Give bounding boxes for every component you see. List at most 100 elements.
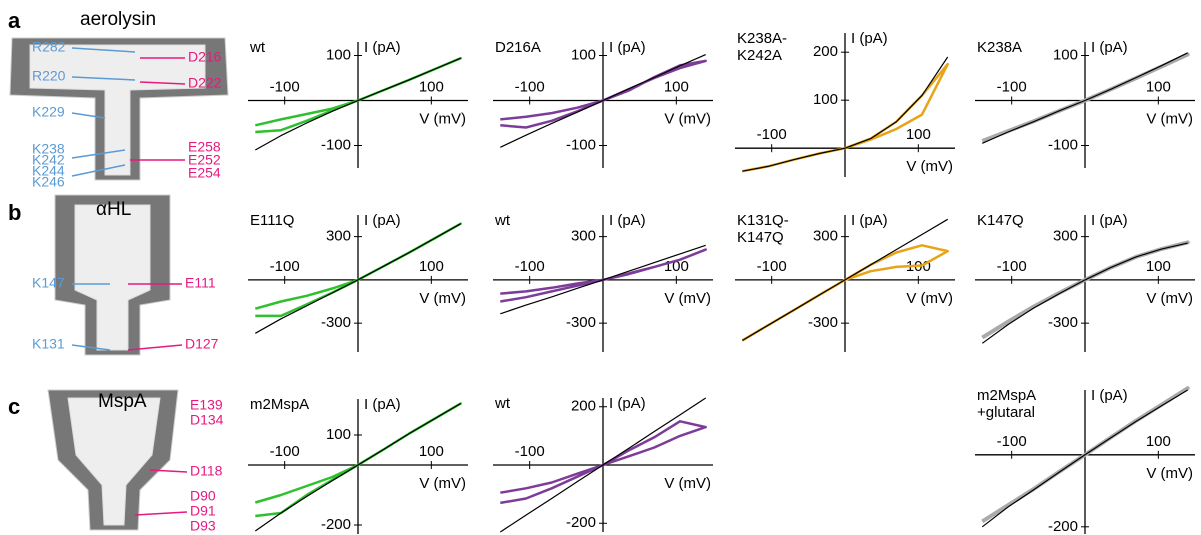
- y-tick-label: 300: [813, 228, 838, 245]
- x-axis-label: V (mV): [1146, 110, 1193, 127]
- y-tick-label: 100: [326, 426, 351, 443]
- x-tick-label: 100: [419, 78, 444, 95]
- residue-label: K147: [32, 275, 65, 291]
- x-tick-label: -100: [515, 443, 545, 460]
- figure: a aerolysin R282 R220 K229 K238 K242 K24…: [0, 0, 1201, 535]
- residue-label: D90: [190, 488, 216, 504]
- residue-label: E111: [185, 275, 216, 291]
- residue-label: E254: [188, 165, 221, 181]
- y-tick-label: 300: [326, 228, 351, 245]
- y-axis-label: I (pA): [1091, 39, 1128, 56]
- y-axis-label: I (pA): [364, 212, 401, 229]
- y-tick-label: 200: [813, 43, 838, 60]
- panel-letter: b: [8, 200, 21, 225]
- y-axis-label: I (pA): [364, 396, 401, 413]
- x-tick-label: -100: [757, 258, 787, 275]
- residue-label: D93: [190, 518, 216, 534]
- panel-title: K147Q: [737, 229, 784, 246]
- x-axis-label: V (mV): [906, 290, 953, 307]
- y-tick-label: 300: [571, 228, 596, 245]
- x-tick-label: -100: [997, 78, 1027, 95]
- residue-label: D216: [188, 49, 222, 65]
- panel-title: wt: [249, 39, 266, 56]
- y-tick-label: 100: [326, 46, 351, 63]
- residue-label: D91: [190, 503, 216, 519]
- panel-title: +glutaral: [977, 404, 1035, 421]
- y-axis-label: I (pA): [851, 212, 888, 229]
- y-tick-label: -200: [1048, 518, 1078, 535]
- x-axis-label: V (mV): [664, 110, 711, 127]
- panel-letter: c: [8, 394, 20, 419]
- panel-title: K147Q: [977, 212, 1024, 229]
- x-tick-label: 100: [1146, 258, 1171, 275]
- x-tick-label: -100: [757, 126, 787, 143]
- y-tick-label: -300: [808, 314, 838, 331]
- y-tick-label: 300: [1053, 228, 1078, 245]
- x-axis-label: V (mV): [906, 158, 953, 175]
- x-axis-label: V (mV): [419, 110, 466, 127]
- x-tick-label: -100: [270, 258, 300, 275]
- x-tick-label: 100: [906, 126, 931, 143]
- y-tick-label: -200: [566, 514, 596, 531]
- residue-label: E139: [190, 397, 223, 413]
- x-axis-label: V (mV): [1146, 290, 1193, 307]
- y-axis-label: I (pA): [1091, 212, 1128, 229]
- x-axis-label: V (mV): [664, 290, 711, 307]
- x-axis-label: V (mV): [419, 475, 466, 492]
- protein-name: αHL: [96, 199, 131, 220]
- residue-label: K246: [32, 174, 65, 190]
- residue-label: D134: [190, 412, 224, 428]
- panel-letter: a: [8, 8, 21, 33]
- y-axis-label: I (pA): [851, 30, 888, 47]
- panel-title: K238A: [977, 39, 1022, 56]
- panel-title: wt: [494, 212, 511, 229]
- y-axis-label: I (pA): [609, 39, 646, 56]
- y-tick-label: 100: [571, 46, 596, 63]
- x-tick-label: -100: [997, 258, 1027, 275]
- panel-title: K238A-: [737, 30, 787, 47]
- x-axis-label: V (mV): [664, 475, 711, 492]
- residue-label: K229: [32, 104, 65, 120]
- residue-label: D127: [185, 336, 219, 352]
- y-tick-label: -100: [1048, 136, 1078, 153]
- x-tick-label: 100: [664, 78, 689, 95]
- protein-name: MspA: [98, 391, 147, 412]
- y-tick-label: -100: [566, 136, 596, 153]
- residue-label: K131: [32, 336, 65, 352]
- y-tick-label: 100: [1053, 46, 1078, 63]
- y-axis-label: I (pA): [1091, 387, 1128, 404]
- protein-name: aerolysin: [80, 9, 156, 30]
- residue-label: R220: [32, 68, 66, 84]
- x-tick-label: -100: [515, 258, 545, 275]
- x-tick-label: -100: [515, 78, 545, 95]
- y-tick-label: -300: [321, 314, 351, 331]
- x-tick-label: -100: [270, 443, 300, 460]
- mspa-lumen: [68, 398, 160, 525]
- y-tick-label: 100: [813, 91, 838, 108]
- panel-title: K242A: [737, 47, 782, 64]
- panel-title: K131Q-: [737, 212, 789, 229]
- x-tick-label: -100: [270, 78, 300, 95]
- y-tick-label: -300: [566, 314, 596, 331]
- residue-label: D222: [188, 75, 222, 91]
- panel-title: m2MspA: [977, 387, 1036, 404]
- panel-title: m2MspA: [250, 396, 309, 413]
- x-axis-label: V (mV): [1146, 465, 1193, 482]
- y-axis-label: I (pA): [609, 212, 646, 229]
- y-tick-label: -300: [1048, 314, 1078, 331]
- x-tick-label: 100: [419, 443, 444, 460]
- residue-label: D118: [190, 463, 223, 479]
- residue-label: R282: [32, 39, 66, 55]
- x-tick-label: -100: [997, 433, 1027, 450]
- x-tick-label: 100: [1146, 433, 1171, 450]
- y-tick-label: 200: [571, 398, 596, 415]
- panel-title: D216A: [495, 39, 541, 56]
- y-tick-label: -200: [321, 516, 351, 533]
- y-axis-label: I (pA): [364, 39, 401, 56]
- arrow: [135, 512, 187, 515]
- panel-title: E111Q: [250, 212, 294, 229]
- panel-title: wt: [494, 395, 511, 412]
- y-tick-label: -100: [321, 136, 351, 153]
- x-tick-label: 100: [1146, 78, 1171, 95]
- x-axis-label: V (mV): [419, 290, 466, 307]
